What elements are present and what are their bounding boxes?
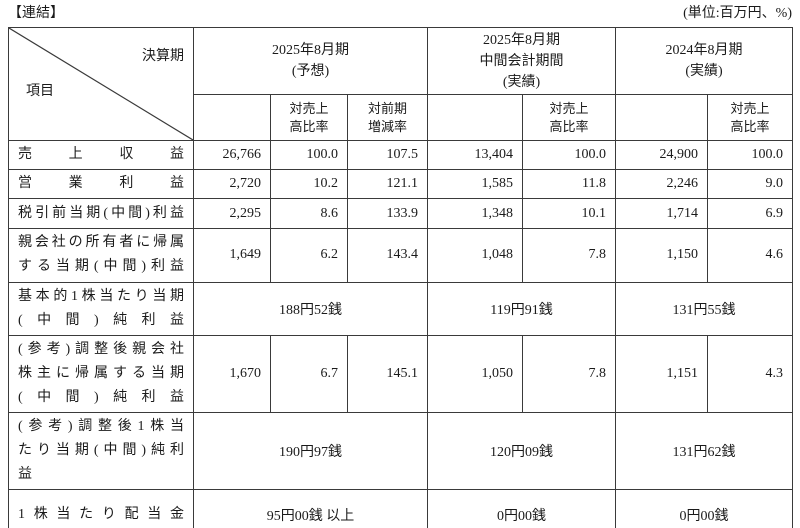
span-value-cell: 120円09銭	[427, 411, 617, 491]
financial-results-table: 決算期 項目 2025年8月期 (予想) 2025年8月期 中間会計期間 (実績…	[8, 27, 794, 528]
subheader-empty-forecast-value	[193, 94, 271, 142]
row-label: 親会社の所有者に帰属 する当期(中間)利益	[8, 228, 194, 283]
group-header-actual-2024: 2024年8月期 (実績)	[615, 27, 794, 96]
value-cell: 6.9	[707, 198, 794, 230]
value-cell: 1,649	[193, 228, 271, 283]
value-cell: 100.0	[522, 140, 617, 171]
value-cell: 10.1	[522, 198, 617, 230]
value-cell: 11.8	[522, 169, 617, 200]
value-cell: 8.6	[270, 198, 348, 230]
diagonal-header-cell: 決算期 項目	[8, 27, 194, 142]
span-value-cell: 188円52銭	[192, 281, 429, 336]
row-label: 基本的1株当たり当期 (中間)純利益	[8, 281, 194, 336]
value-cell: 100.0	[707, 140, 794, 171]
table-row-operating-profit: 営業利益 2,720 10.2 121.1 1,585 11.8 2,246 9…	[8, 169, 794, 200]
row-label: 営業利益	[8, 169, 194, 200]
top-bar: 【連結】 (単位:百万円、%)	[0, 0, 800, 23]
value-cell: 143.4	[346, 228, 429, 283]
value-cell: 121.1	[346, 169, 429, 200]
header-item-label: 項目	[26, 84, 54, 100]
value-cell: 26,766	[193, 140, 271, 171]
row-label: (参考)調整後1株当 たり当期(中間)純利 益	[8, 411, 194, 491]
subheader-yoy-change-forecast: 対前期 増減率	[346, 94, 429, 142]
subheader-sales-ratio-interim: 対売上 高比率	[522, 94, 617, 142]
subheader-empty-interim-value	[427, 94, 524, 142]
table-row-basic-eps: 基本的1株当たり当期 (中間)純利益 188円52銭 119円91銭 131円5…	[8, 281, 794, 336]
value-cell: 6.2	[270, 228, 348, 283]
value-cell: 13,404	[427, 140, 524, 171]
value-cell: 1,151	[615, 334, 709, 413]
row-label: 売上収益	[8, 140, 194, 171]
unit-label: (単位:百万円、%)	[683, 6, 792, 21]
span-value-cell: 0円00銭	[615, 489, 794, 528]
span-value-cell: 119円91銭	[427, 281, 617, 336]
value-cell: 9.0	[707, 169, 794, 200]
value-cell: 7.8	[522, 334, 617, 413]
value-cell: 4.6	[707, 228, 794, 283]
value-cell: 2,720	[193, 169, 271, 200]
value-cell: 100.0	[270, 140, 348, 171]
span-value-cell: 0円00銭	[427, 489, 617, 528]
value-cell: 1,348	[427, 198, 524, 230]
span-value-cell: 95円00銭 以上	[192, 489, 429, 528]
value-cell: 2,295	[193, 198, 271, 230]
value-cell: 24,900	[615, 140, 709, 171]
table-row-adjusted-profit-reference: (参考)調整後親会社 株主に帰属する当期 (中間)純利益 1,670 6.7 1…	[8, 334, 794, 413]
table-row-profit-attributable-owners: 親会社の所有者に帰属 する当期(中間)利益 1,649 6.2 143.4 1,…	[8, 228, 794, 283]
row-label: 1株当たり配当金	[8, 489, 194, 528]
subheader-sales-ratio-forecast: 対売上 高比率	[270, 94, 348, 142]
value-cell: 4.3	[707, 334, 794, 413]
value-cell: 6.7	[270, 334, 348, 413]
subheader-empty-actual-value	[615, 94, 709, 142]
header-group-row: 決算期 項目 2025年8月期 (予想) 2025年8月期 中間会計期間 (実績…	[8, 27, 794, 142]
table-row-adjusted-eps-reference: (参考)調整後1株当 たり当期(中間)純利 益 190円97銭 120円09銭 …	[8, 411, 794, 491]
value-cell: 145.1	[346, 334, 429, 413]
value-cell: 1,714	[615, 198, 709, 230]
value-cell: 7.8	[522, 228, 617, 283]
value-cell: 1,048	[427, 228, 524, 283]
value-cell: 1,050	[427, 334, 524, 413]
value-cell: 1,585	[427, 169, 524, 200]
value-cell: 107.5	[346, 140, 429, 171]
group-header-forecast-2025: 2025年8月期 (予想)	[192, 27, 429, 96]
subheader-sales-ratio-actual: 対売上 高比率	[707, 94, 794, 142]
table-row-dividend-per-share: 1株当たり配当金 95円00銭 以上 0円00銭 0円00銭	[8, 489, 794, 528]
table-row-revenue: 売上収益 26,766 100.0 107.5 13,404 100.0 24,…	[8, 140, 794, 171]
span-value-cell: 131円55銭	[615, 281, 794, 336]
span-value-cell: 190円97銭	[192, 411, 429, 491]
value-cell: 1,670	[193, 334, 271, 413]
value-cell: 2,246	[615, 169, 709, 200]
scope-label: 【連結】	[8, 6, 64, 21]
value-cell: 133.9	[346, 198, 429, 230]
group-header-interim-2025: 2025年8月期 中間会計期間 (実績)	[427, 27, 617, 96]
span-value-cell: 131円62銭	[615, 411, 794, 491]
table-row-pretax-profit: 税引前当期(中間)利益 2,295 8.6 133.9 1,348 10.1 1…	[8, 198, 794, 230]
value-cell: 1,150	[615, 228, 709, 283]
diagonal-line	[9, 28, 193, 140]
value-cell: 10.2	[270, 169, 348, 200]
header-period-label: 決算期	[142, 49, 184, 65]
row-label: (参考)調整後親会社 株主に帰属する当期 (中間)純利益	[8, 334, 194, 413]
row-label: 税引前当期(中間)利益	[8, 198, 194, 230]
